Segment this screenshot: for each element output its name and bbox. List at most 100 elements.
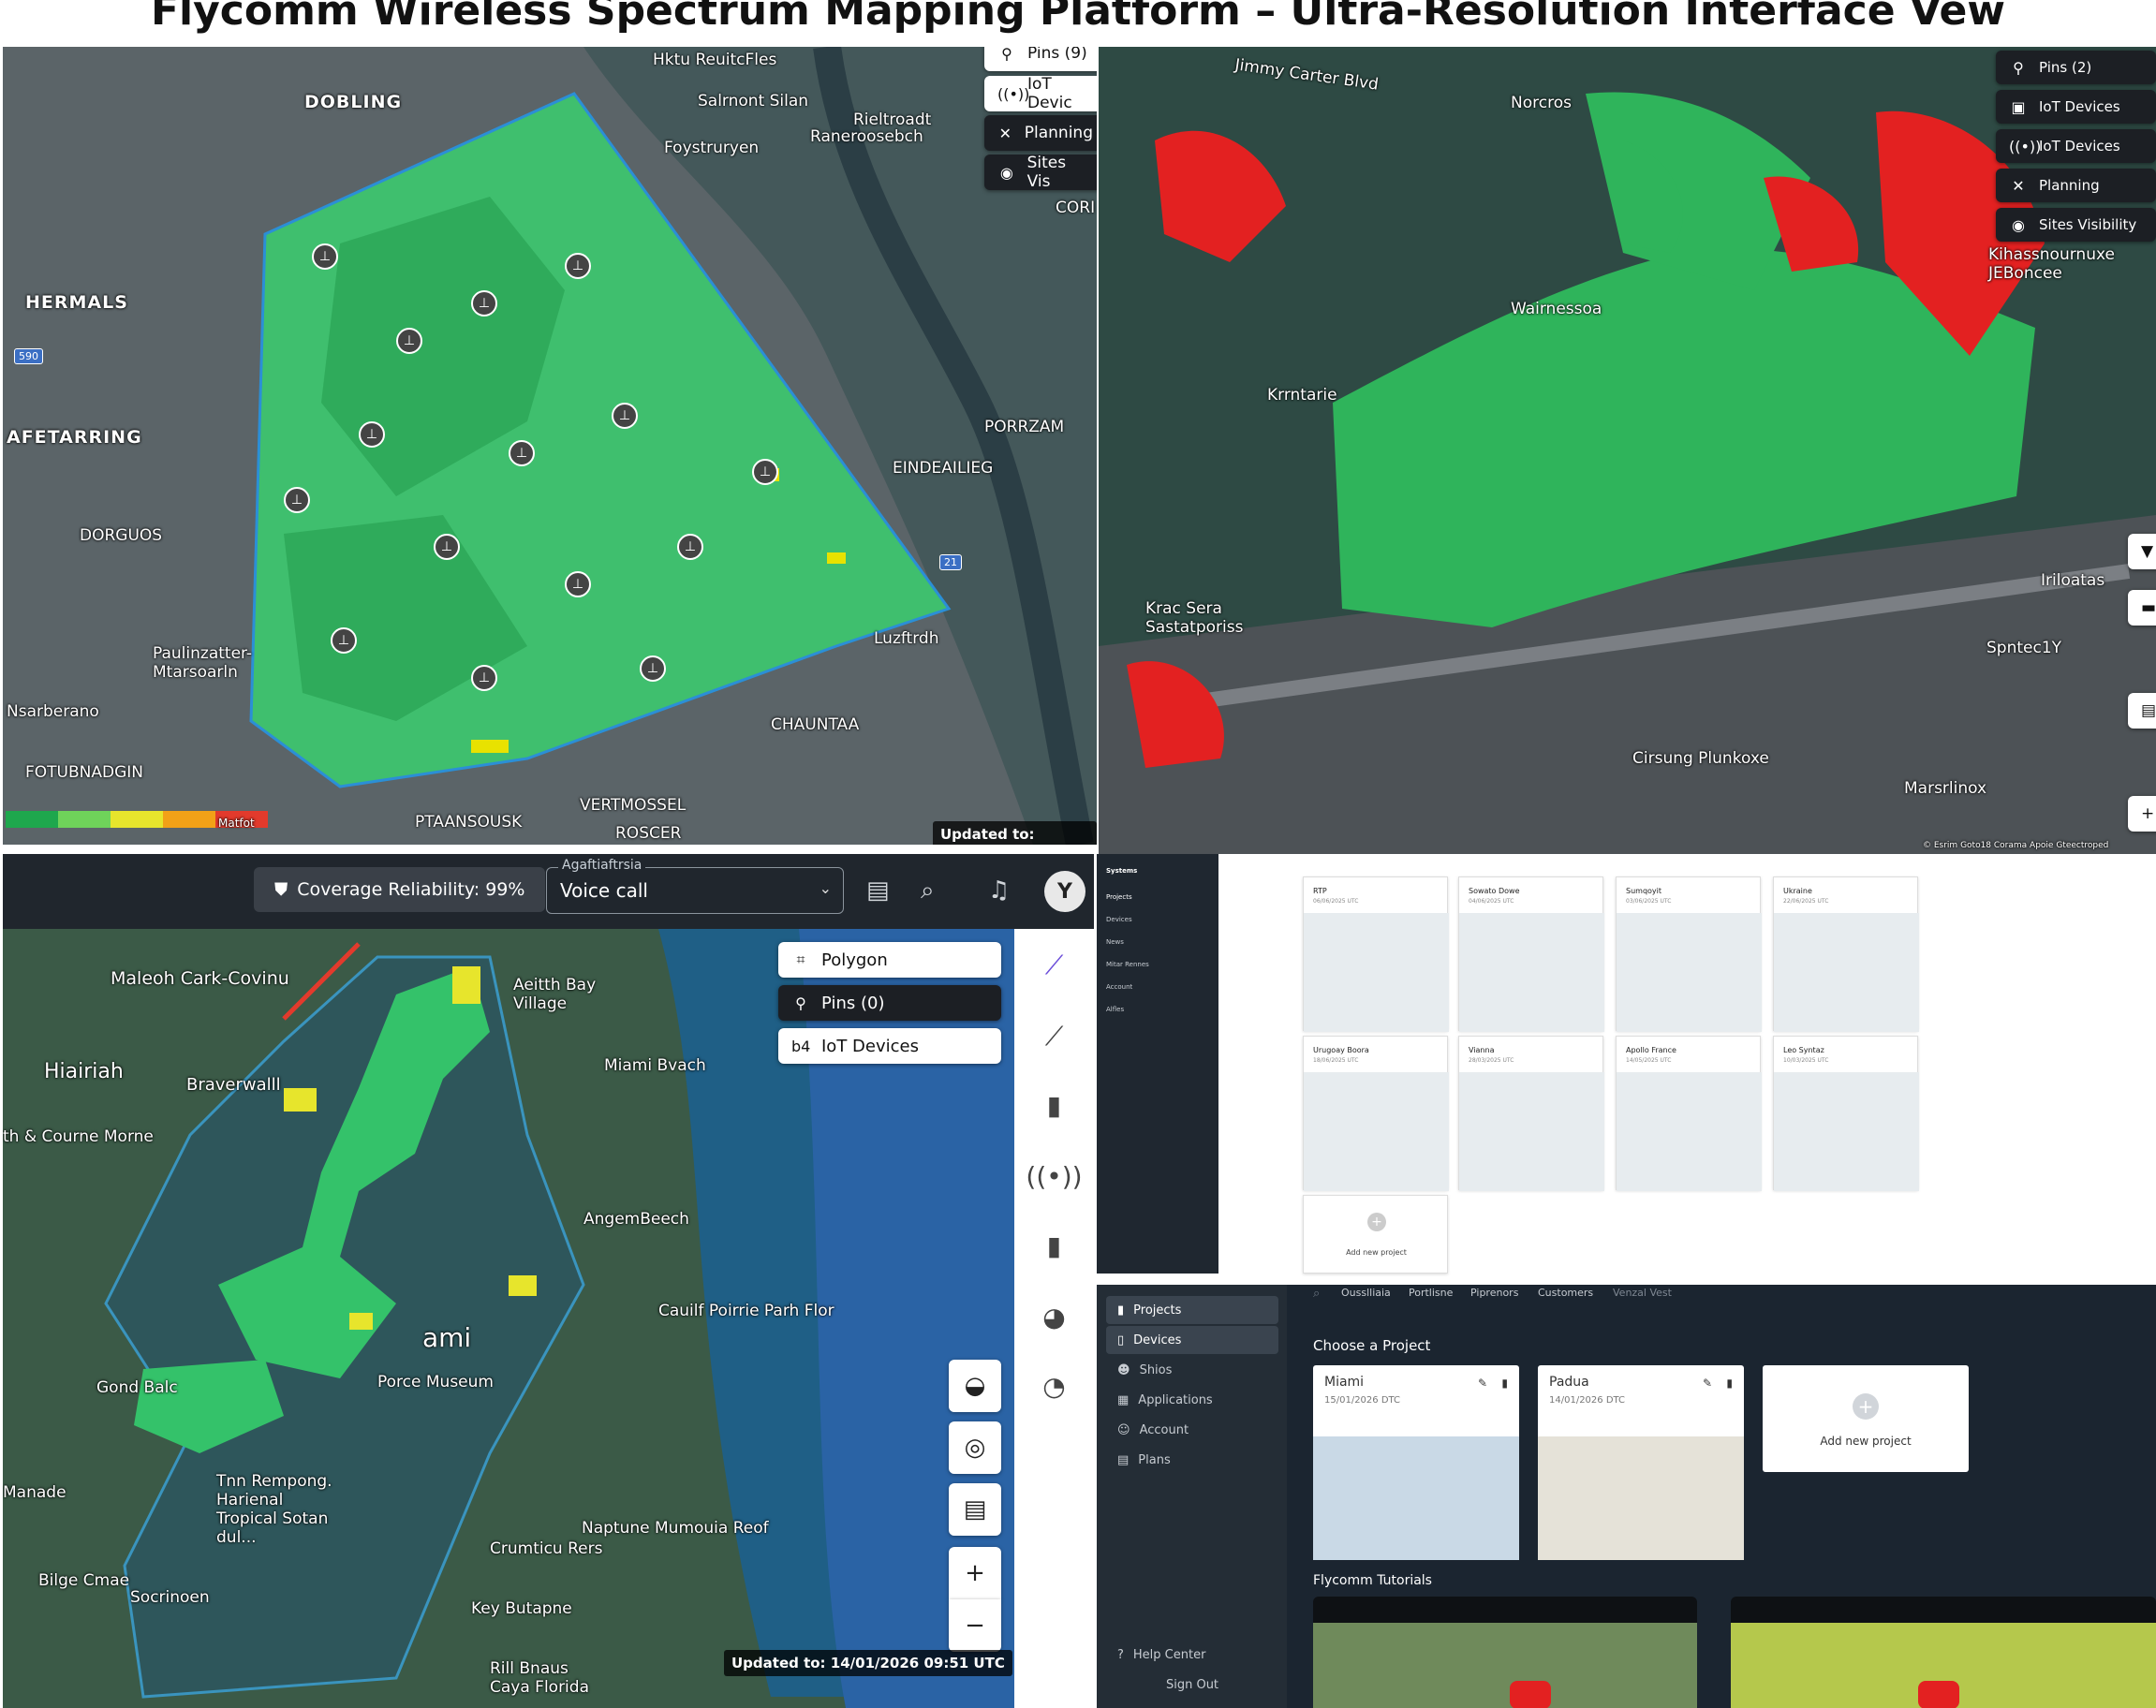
project-card[interactable]: Sowato Dowe 04/06/2025 UTC bbox=[1458, 876, 1604, 1032]
service-type-select[interactable]: Agaftiaftrsia Voice call ⌄ bbox=[546, 858, 844, 914]
top-link[interactable]: Piprenors bbox=[1470, 1287, 1519, 1299]
planning-toggle[interactable]: ✕ Planning bbox=[1996, 169, 2156, 202]
cell-tower-icon[interactable]: ⊥ bbox=[612, 403, 638, 429]
planning-toggle[interactable]: ✕ Planning bbox=[984, 115, 1097, 151]
project-thumbnail bbox=[1538, 1436, 1744, 1560]
cell-tower-icon[interactable]: ⊥ bbox=[677, 534, 703, 560]
cell-tower-icon[interactable]: ⊥ bbox=[471, 665, 497, 691]
tutorial-video[interactable] bbox=[1313, 1597, 1697, 1708]
cell-tower-icon[interactable]: ⊥ bbox=[434, 534, 460, 560]
iot-devices-toggle[interactable]: ▣ IoT Devices bbox=[1996, 90, 2156, 124]
top-link[interactable]: Portlisne bbox=[1409, 1287, 1454, 1299]
search-icon[interactable]: ⌕ bbox=[1313, 1287, 1321, 1301]
sidebar-item-devices[interactable]: ▯ Devices bbox=[1106, 1326, 1278, 1354]
coverage-reliability-badge[interactable]: ⛊ Coverage Reliability: 99% bbox=[254, 867, 546, 912]
iot-devices-toggle-2[interactable]: ((•)) IoT Devices bbox=[1996, 129, 2156, 163]
project-card[interactable]: Vianna 28/03/2025 UTC bbox=[1458, 1036, 1604, 1191]
zoom-out-button[interactable]: − bbox=[949, 1599, 1001, 1652]
bar-chart-icon[interactable]: ▮ bbox=[1046, 1090, 1062, 1121]
project-card[interactable]: Ukraine 22/06/2025 UTC bbox=[1773, 876, 1919, 1032]
project-card[interactable]: Leo Syntaz 10/03/2025 UTC bbox=[1773, 1036, 1919, 1191]
cell-tower-icon[interactable]: ⊥ bbox=[284, 487, 310, 513]
map-label: PORRZAM bbox=[984, 418, 1065, 436]
document-icon[interactable]: ▤ bbox=[866, 876, 890, 905]
cell-tower-icon[interactable]: ⊥ bbox=[471, 290, 497, 317]
top-link[interactable]: Ousslliaia bbox=[1341, 1287, 1391, 1299]
pie-chart-icon[interactable]: ◕ bbox=[1042, 1302, 1066, 1333]
add-project-card[interactable]: + Add new project bbox=[1763, 1365, 1969, 1472]
coverage-map-panel-1[interactable]: ⊥ ⊥ ⊥ ⊥ ⊥ ⊥ ⊥ ⊥ ⊥ ⊥ ⊥ ⊥ ⊥ ⊥ ⊥ DOBLING HE… bbox=[3, 47, 1097, 845]
zoom-in-button[interactable]: + bbox=[949, 1547, 1001, 1599]
sidebar-item-account[interactable]: Account bbox=[1106, 983, 1133, 991]
report-icon[interactable]: ▤ bbox=[949, 1483, 1001, 1536]
doc-icon: ▤ bbox=[1117, 1452, 1130, 1467]
trash-icon[interactable]: ▮ bbox=[1501, 1377, 1508, 1390]
cell-tower-icon[interactable]: ⊥ bbox=[509, 440, 535, 466]
locate-icon[interactable]: ◎ bbox=[949, 1421, 1001, 1474]
cell-tower-icon[interactable]: ⊥ bbox=[359, 421, 385, 448]
sidebar-item-account[interactable]: ☺ Account bbox=[1106, 1416, 1278, 1444]
project-name: Apollo France bbox=[1626, 1046, 1676, 1054]
iot-devices-toggle[interactable]: ((•)) IoT Devic bbox=[984, 75, 1097, 112]
cell-tower-icon[interactable]: ⊥ bbox=[396, 328, 422, 354]
cell-tower-icon[interactable]: ⊥ bbox=[312, 243, 338, 270]
sidebar-item-projects[interactable]: Projects bbox=[1106, 893, 1132, 901]
spark-icon[interactable]: ⟋ bbox=[1044, 1021, 1064, 1052]
polygon-toggle[interactable]: ⌗ Polygon bbox=[778, 942, 1001, 978]
project-card[interactable]: RTP 06/06/2025 UTC bbox=[1303, 876, 1449, 1032]
tutorial-video[interactable] bbox=[1731, 1597, 2156, 1708]
sidebar-item-devices[interactable]: Devices bbox=[1106, 916, 1132, 923]
sites-visibility-toggle[interactable]: ◉ Sites Vis bbox=[984, 154, 1097, 191]
truck-icon[interactable]: ▬ bbox=[2128, 590, 2156, 626]
project-card[interactable]: Apollo France 14/05/2025 UTC bbox=[1616, 1036, 1762, 1191]
trash-icon[interactable]: ▮ bbox=[1726, 1377, 1733, 1390]
cell-tower-icon[interactable]: ⊥ bbox=[752, 459, 778, 485]
cell-tower-icon[interactable]: ⊥ bbox=[565, 253, 591, 279]
map-label: Braverwalll bbox=[186, 1075, 281, 1095]
iot-devices-toggle[interactable]: b4 IoT Devices bbox=[778, 1028, 1001, 1064]
antenna-icon[interactable]: ((•)) bbox=[1026, 1161, 1083, 1192]
cell-tower-icon[interactable]: ⊥ bbox=[331, 627, 357, 654]
project-card-miami[interactable]: Miami 15/01/2026 DTC ✎ ▮ bbox=[1313, 1365, 1519, 1560]
sidebar-item-projects[interactable]: ▮ Projects bbox=[1106, 1296, 1278, 1324]
project-card[interactable]: Sumqoyit 03/06/2025 UTC bbox=[1616, 876, 1762, 1032]
project-chooser-panel[interactable]: ▮ Projects ▯ Devices ☻ Shios ▦ Applications … bbox=[1097, 1285, 2156, 1708]
search-icon[interactable]: ⌕ bbox=[921, 876, 935, 905]
avatar[interactable]: Y bbox=[1044, 871, 1085, 912]
top-link[interactable]: Customers bbox=[1538, 1287, 1594, 1299]
choose-title: Choose a Project bbox=[1313, 1337, 1431, 1354]
map-label: Maleoh Cark-Covinu bbox=[111, 968, 289, 989]
sites-visibility-toggle[interactable]: ◉ Sites Visibility bbox=[1996, 208, 2156, 242]
sign-out-link[interactable]: Sign Out bbox=[1106, 1671, 1278, 1699]
project-card[interactable]: Urugoay Boora 18/06/2025 UTC bbox=[1303, 1036, 1449, 1191]
layers-icon[interactable]: ▼ bbox=[2128, 534, 2156, 569]
sidebar-item-news[interactable]: News bbox=[1106, 938, 1124, 946]
bell-icon[interactable]: ♫ bbox=[988, 876, 1011, 905]
sidebar-item-plans[interactable]: ▤ Plans bbox=[1106, 1446, 1278, 1474]
edit-icon[interactable]: ✎ bbox=[1477, 1377, 1487, 1390]
edit-icon[interactable]: ✎ bbox=[1702, 1377, 1712, 1390]
pins-toggle[interactable]: ⚲ Pins (2) bbox=[1996, 51, 2156, 84]
add-project-card[interactable]: + Add new project bbox=[1303, 1195, 1448, 1274]
layers-icon[interactable]: ◒ bbox=[949, 1360, 1001, 1412]
bar-chart-icon[interactable]: ▮ bbox=[1046, 1230, 1062, 1261]
projects-grid-panel[interactable]: Systems Projects Devices News Mitar Renn… bbox=[1097, 854, 2156, 1285]
sidebar-item-shios[interactable]: ☻ Shios bbox=[1106, 1356, 1278, 1384]
sidebar-item-alfles[interactable]: Alfles bbox=[1106, 1006, 1125, 1013]
sidebar-item-mitar[interactable]: Mitar Rennes bbox=[1106, 961, 1149, 968]
cell-tower-icon[interactable]: ⊥ bbox=[640, 655, 666, 682]
help-center-link[interactable]: ? Help Center bbox=[1106, 1641, 1278, 1669]
project-card-padua[interactable]: Padua 14/01/2026 DTC ✎ ▮ bbox=[1538, 1365, 1744, 1560]
report-icon[interactable]: ▤ bbox=[2128, 693, 2156, 729]
coverage-map-panel-2[interactable]: Jimmy Carter Blvd Norcros Wairnessoa Krr… bbox=[1099, 47, 2156, 855]
coverage-map-panel-3[interactable]: ⛊ Coverage Reliability: 99% Agaftiaftrsia… bbox=[3, 854, 1094, 1708]
gauge-icon[interactable]: ◔ bbox=[1042, 1371, 1066, 1402]
top-link[interactable]: Venzal Vest bbox=[1613, 1287, 1672, 1299]
project-thumbnail bbox=[1774, 913, 1919, 1032]
pins-toggle[interactable]: ⚲ Pins (9) bbox=[984, 47, 1097, 71]
zoom-in-icon[interactable]: + bbox=[2128, 796, 2156, 832]
cell-tower-icon[interactable]: ⊥ bbox=[565, 571, 591, 597]
sidebar-item-applications[interactable]: ▦ Applications bbox=[1106, 1386, 1278, 1414]
pins-toggle[interactable]: ⚲ Pins (0) bbox=[778, 985, 1001, 1021]
trend-icon[interactable]: ⟋ bbox=[1044, 950, 1064, 980]
